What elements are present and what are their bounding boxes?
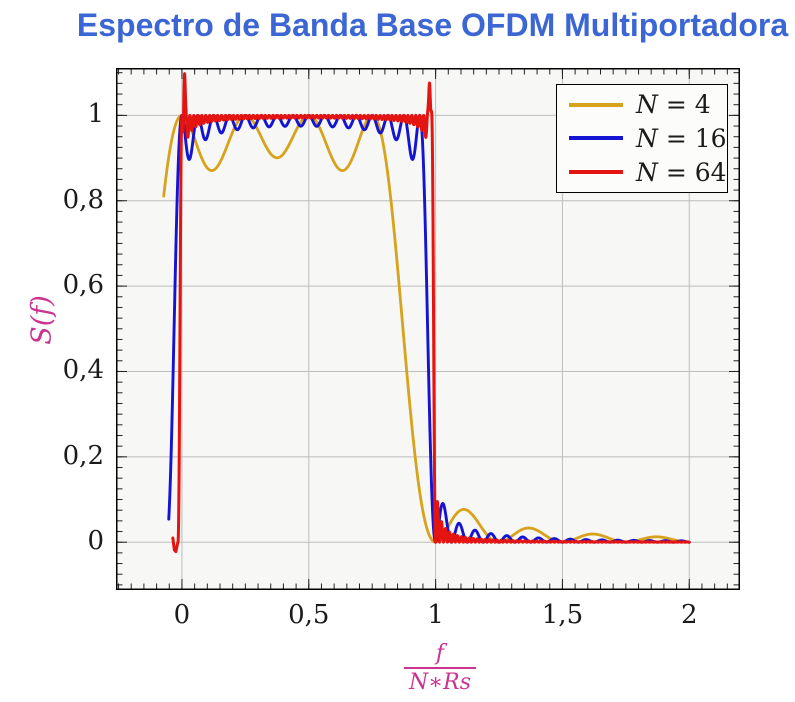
x-axis-label: f N∗Rs: [403, 641, 477, 696]
legend-line-sample-n4: [569, 102, 623, 107]
legend-var: N: [636, 123, 658, 153]
legend-label: N = 4: [636, 90, 711, 119]
legend: N = 4 N = 16 N = 64: [556, 84, 728, 193]
x-tick-label: 1: [427, 600, 444, 630]
legend-item: N = 4: [569, 89, 727, 121]
legend-value: = 4: [657, 90, 711, 120]
x-tick-label: 1,5: [541, 600, 584, 630]
x-tick-label: 0,5: [288, 600, 330, 630]
legend-label: N = 64: [636, 158, 727, 187]
legend-item: N = 64: [569, 156, 727, 188]
y-tick-label: 0,2: [62, 440, 104, 471]
legend-line-sample-n64: [569, 170, 623, 175]
legend-var: N: [636, 90, 658, 120]
curve-n=16: [167, 113, 691, 544]
y-tick-label: 0,8: [62, 184, 104, 215]
plot-frame: [116, 68, 740, 590]
curve-n=64: [171, 72, 691, 554]
legend-var: N: [636, 157, 658, 187]
y-axis-label: S(f): [26, 295, 58, 345]
x-axis-label-numerator: f: [435, 641, 445, 666]
y-tick-label: 0,4: [62, 355, 104, 386]
chart-title: Espectro de Banda Base OFDM Multiportado…: [76, 7, 789, 43]
y-tick-label: 0,6: [62, 270, 104, 301]
legend-line-sample-n16: [569, 136, 623, 141]
x-tick-label: 2: [680, 600, 698, 630]
legend-item: N = 16: [569, 122, 727, 154]
y-tick-label: 0: [87, 526, 104, 557]
x-axis-label-denominator: N∗Rs: [403, 667, 477, 695]
y-tick-label: 1: [87, 99, 104, 130]
x-tick-label: 0: [173, 600, 191, 630]
legend-label: N = 16: [636, 124, 727, 153]
legend-value: = 64: [657, 157, 727, 187]
legend-value: = 16: [657, 123, 727, 153]
